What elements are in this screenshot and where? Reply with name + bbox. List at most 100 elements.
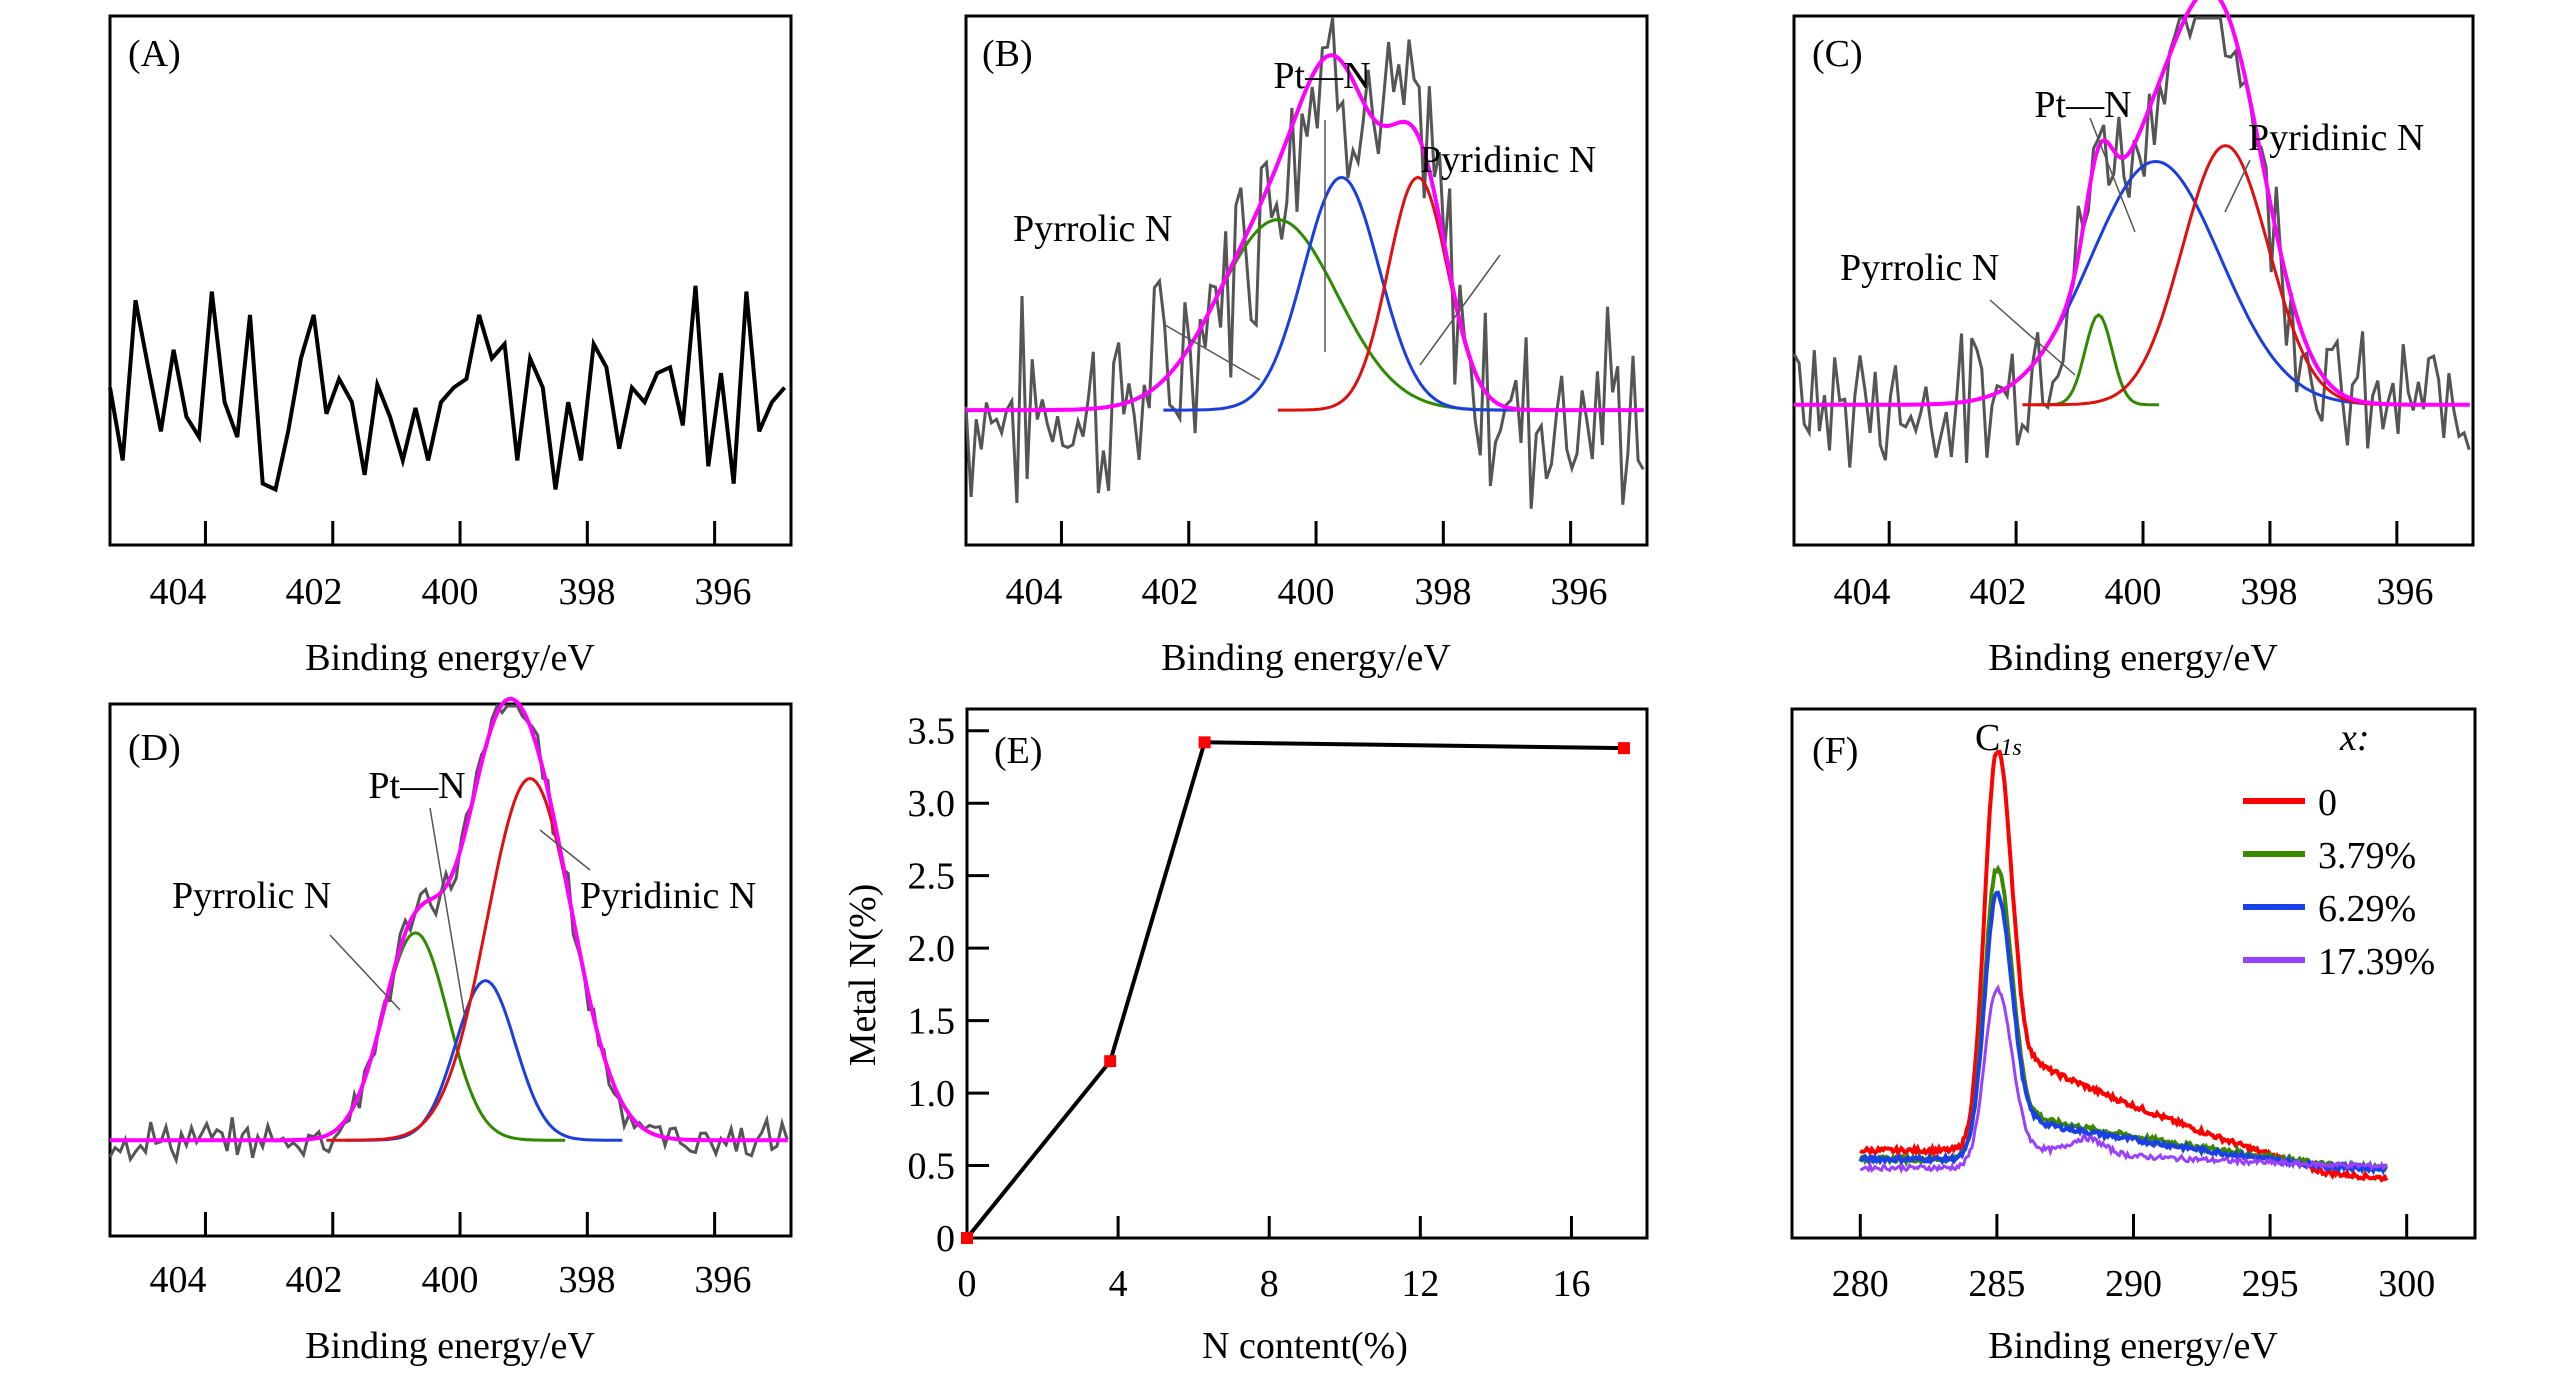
panel-b-xtick-396: 396	[1551, 571, 1608, 613]
panel-e-series-line	[965, 740, 1625, 1240]
panel-d-frame	[108, 702, 793, 1238]
panel-b-ticks	[1059, 521, 1573, 545]
panel-c-pyridinic-leader	[2224, 159, 2251, 213]
panel-f-series-1	[1858, 864, 2389, 1173]
panel-a-xlabel: Binding energy/eV	[305, 637, 595, 679]
panel-f-xtick-label: 295	[2242, 1263, 2299, 1305]
panel-d-pyridinic-annotation: Pyridinic N	[580, 875, 756, 917]
panel-e-markers	[961, 736, 1630, 1244]
panel-c-xtick-402: 402	[1970, 571, 2027, 613]
panel-d-pyrrolic-annotation: Pyrrolic N	[172, 875, 331, 917]
panel-e-xtick-label: 16	[1552, 1263, 1590, 1305]
panel-a-frame	[108, 14, 793, 547]
panel-e-xtick-label: 12	[1401, 1263, 1439, 1305]
panel-c-ptn-leader	[2089, 117, 2136, 233]
panel-b-xlabel: Binding energy/eV	[1161, 637, 1451, 679]
panel-d-xtick-404: 404	[150, 1259, 207, 1301]
panel-a-xtick-396: 396	[695, 571, 752, 613]
panel-f-xtick-labels: 280 285 290 295 300	[1832, 1263, 2435, 1305]
panel-c-label: (C)	[1812, 33, 1863, 75]
panel-e-xlabel: N content(%)	[1202, 1325, 1408, 1367]
panel-f-legend-title: x:	[2339, 717, 2370, 759]
panel-f-xtick-label: 300	[2378, 1263, 2435, 1305]
panel-b-xtick-400: 400	[1278, 571, 1335, 613]
panel-c-xtick-396: 396	[2377, 571, 2434, 613]
panel-f-legend-label: 3.79%	[2318, 835, 2416, 877]
panel-f-legend-label: 6.29%	[2318, 888, 2416, 930]
panel-a-label: (A)	[128, 33, 181, 75]
panel-e-xtick-label: 4	[1109, 1263, 1128, 1305]
panel-e-xtick-label: 0	[958, 1263, 977, 1305]
panel-e-ytick-label: 1.0	[908, 1073, 956, 1115]
panel-c-pyrrolic-leader	[1989, 299, 2076, 376]
panel-e-xtick-labels: 0 4 8 12 16	[958, 1263, 1591, 1305]
panel-c-frame	[1792, 14, 2475, 547]
panel-a-xtick-402: 402	[286, 571, 343, 613]
panel-e-ytick-label: 0	[936, 1218, 955, 1260]
panel-b: (B) Pt—N Pyridinic N Pyrrolic N 404 402 …	[964, 14, 1649, 679]
panel-a-xtick-398: 398	[559, 571, 616, 613]
panel-b-envelope-curve	[966, 53, 1644, 413]
panel-c-ticks	[1887, 521, 2399, 545]
panel-d-xtick-396: 396	[695, 1259, 752, 1301]
panel-f-c1s-sub: 1s	[2000, 735, 2021, 761]
panel-e-data-point	[1198, 736, 1211, 749]
panel-f-label: (F)	[1812, 730, 1858, 772]
panel-e-data-point	[961, 1232, 973, 1244]
panel-d-ptn-leader	[429, 807, 466, 1019]
panel-a-raw-series	[108, 285, 787, 493]
panel-a: (A) 404 402 400 398 396 Binding energy/e…	[108, 14, 793, 679]
panel-e-ytick-label: 3.5	[908, 711, 956, 753]
panel-e: 0 0.5 1.0 1.5 2.0 2.5 3.0 3.5 0 4 8 12 16 (E) N con…	[842, 707, 1649, 1367]
panel-f-c1s-main: C	[1975, 717, 2000, 759]
panel-b-ptn-annotation: Pt—N	[1273, 55, 1370, 97]
panel-d-xtick-402: 402	[286, 1259, 343, 1301]
panel-d-xtick-400: 400	[422, 1259, 479, 1301]
panel-f-legend-label: 0	[2318, 782, 2337, 824]
panel-b-frame	[964, 14, 1649, 547]
panel-d-xtick-398: 398	[559, 1259, 616, 1301]
panel-c-raw-series	[1792, 16, 2471, 468]
panel-d-pyridinic-leader	[539, 829, 591, 871]
panel-d: (D) Pt—N Pyridinic N Pyrrolic N 404 402 …	[108, 696, 793, 1367]
panel-e-frame	[965, 707, 1649, 1240]
panel-e-xtick-label: 8	[1260, 1263, 1279, 1305]
panel-e-ytick-label: 1.5	[908, 1001, 956, 1043]
panel-d-pyrrolic-leader	[329, 934, 401, 1011]
panel-b-xtick-404: 404	[1006, 571, 1063, 613]
panel-f-xtick-label: 290	[2105, 1263, 2162, 1305]
panel-c: (C) Pt—N Pyridinic N Pyrrolic N 404 402 …	[1792, 0, 2475, 679]
panel-f-series-group	[1858, 749, 2389, 1183]
panel-f-xlabel: Binding energy/eV	[1988, 1325, 2278, 1367]
panel-b-xtick-398: 398	[1415, 571, 1472, 613]
panel-d-xlabel: Binding energy/eV	[305, 1325, 595, 1367]
panel-d-envelope-curve	[110, 696, 788, 1143]
panel-b-label: (B)	[982, 33, 1033, 75]
panel-a-xtick-400: 400	[422, 571, 479, 613]
panel-f-legend: 0 3.79% 6.29% 17.39%	[2243, 782, 2435, 983]
panel-c-xtick-400: 400	[2105, 571, 2162, 613]
panel-e-data-point	[1104, 1055, 1117, 1068]
panel-f-xtick-label: 285	[1968, 1263, 2025, 1305]
panel-f-ticks	[1858, 1214, 2409, 1238]
panel-f-legend-label: 17.39%	[2318, 941, 2435, 983]
panel-e-ytick-label: 0.5	[908, 1146, 956, 1188]
panel-b-xtick-402: 402	[1142, 571, 1199, 613]
panel-b-pyridinic-annotation: Pyridinic N	[1420, 139, 1596, 181]
panel-c-xtick-404: 404	[1834, 571, 1891, 613]
panel-b-pyridinic-leader	[1419, 254, 1501, 366]
panel-b-raw-series	[964, 17, 1645, 509]
panel-d-ptn-annotation: Pt—N	[368, 765, 465, 807]
panel-d-label: (D)	[128, 727, 181, 769]
panel-c-xtick-398: 398	[2241, 571, 2298, 613]
panel-f-series-3	[1859, 984, 2388, 1174]
panel-d-pyrrolic-curve	[262, 931, 566, 1142]
panel-a-ticks	[203, 521, 717, 545]
panel-f-series-2	[1859, 890, 2388, 1177]
panel-c-envelope-curve	[1794, 0, 2470, 407]
panel-f-xtick-label: 280	[1832, 1263, 1889, 1305]
panel-b-pyrrolic-annotation: Pyrrolic N	[1013, 208, 1172, 250]
panel-b-pyrrolic-leader	[1164, 324, 1261, 381]
panel-f-c1s-annotation: C1s	[1975, 717, 2022, 761]
panel-f-series-0	[1859, 749, 2389, 1183]
